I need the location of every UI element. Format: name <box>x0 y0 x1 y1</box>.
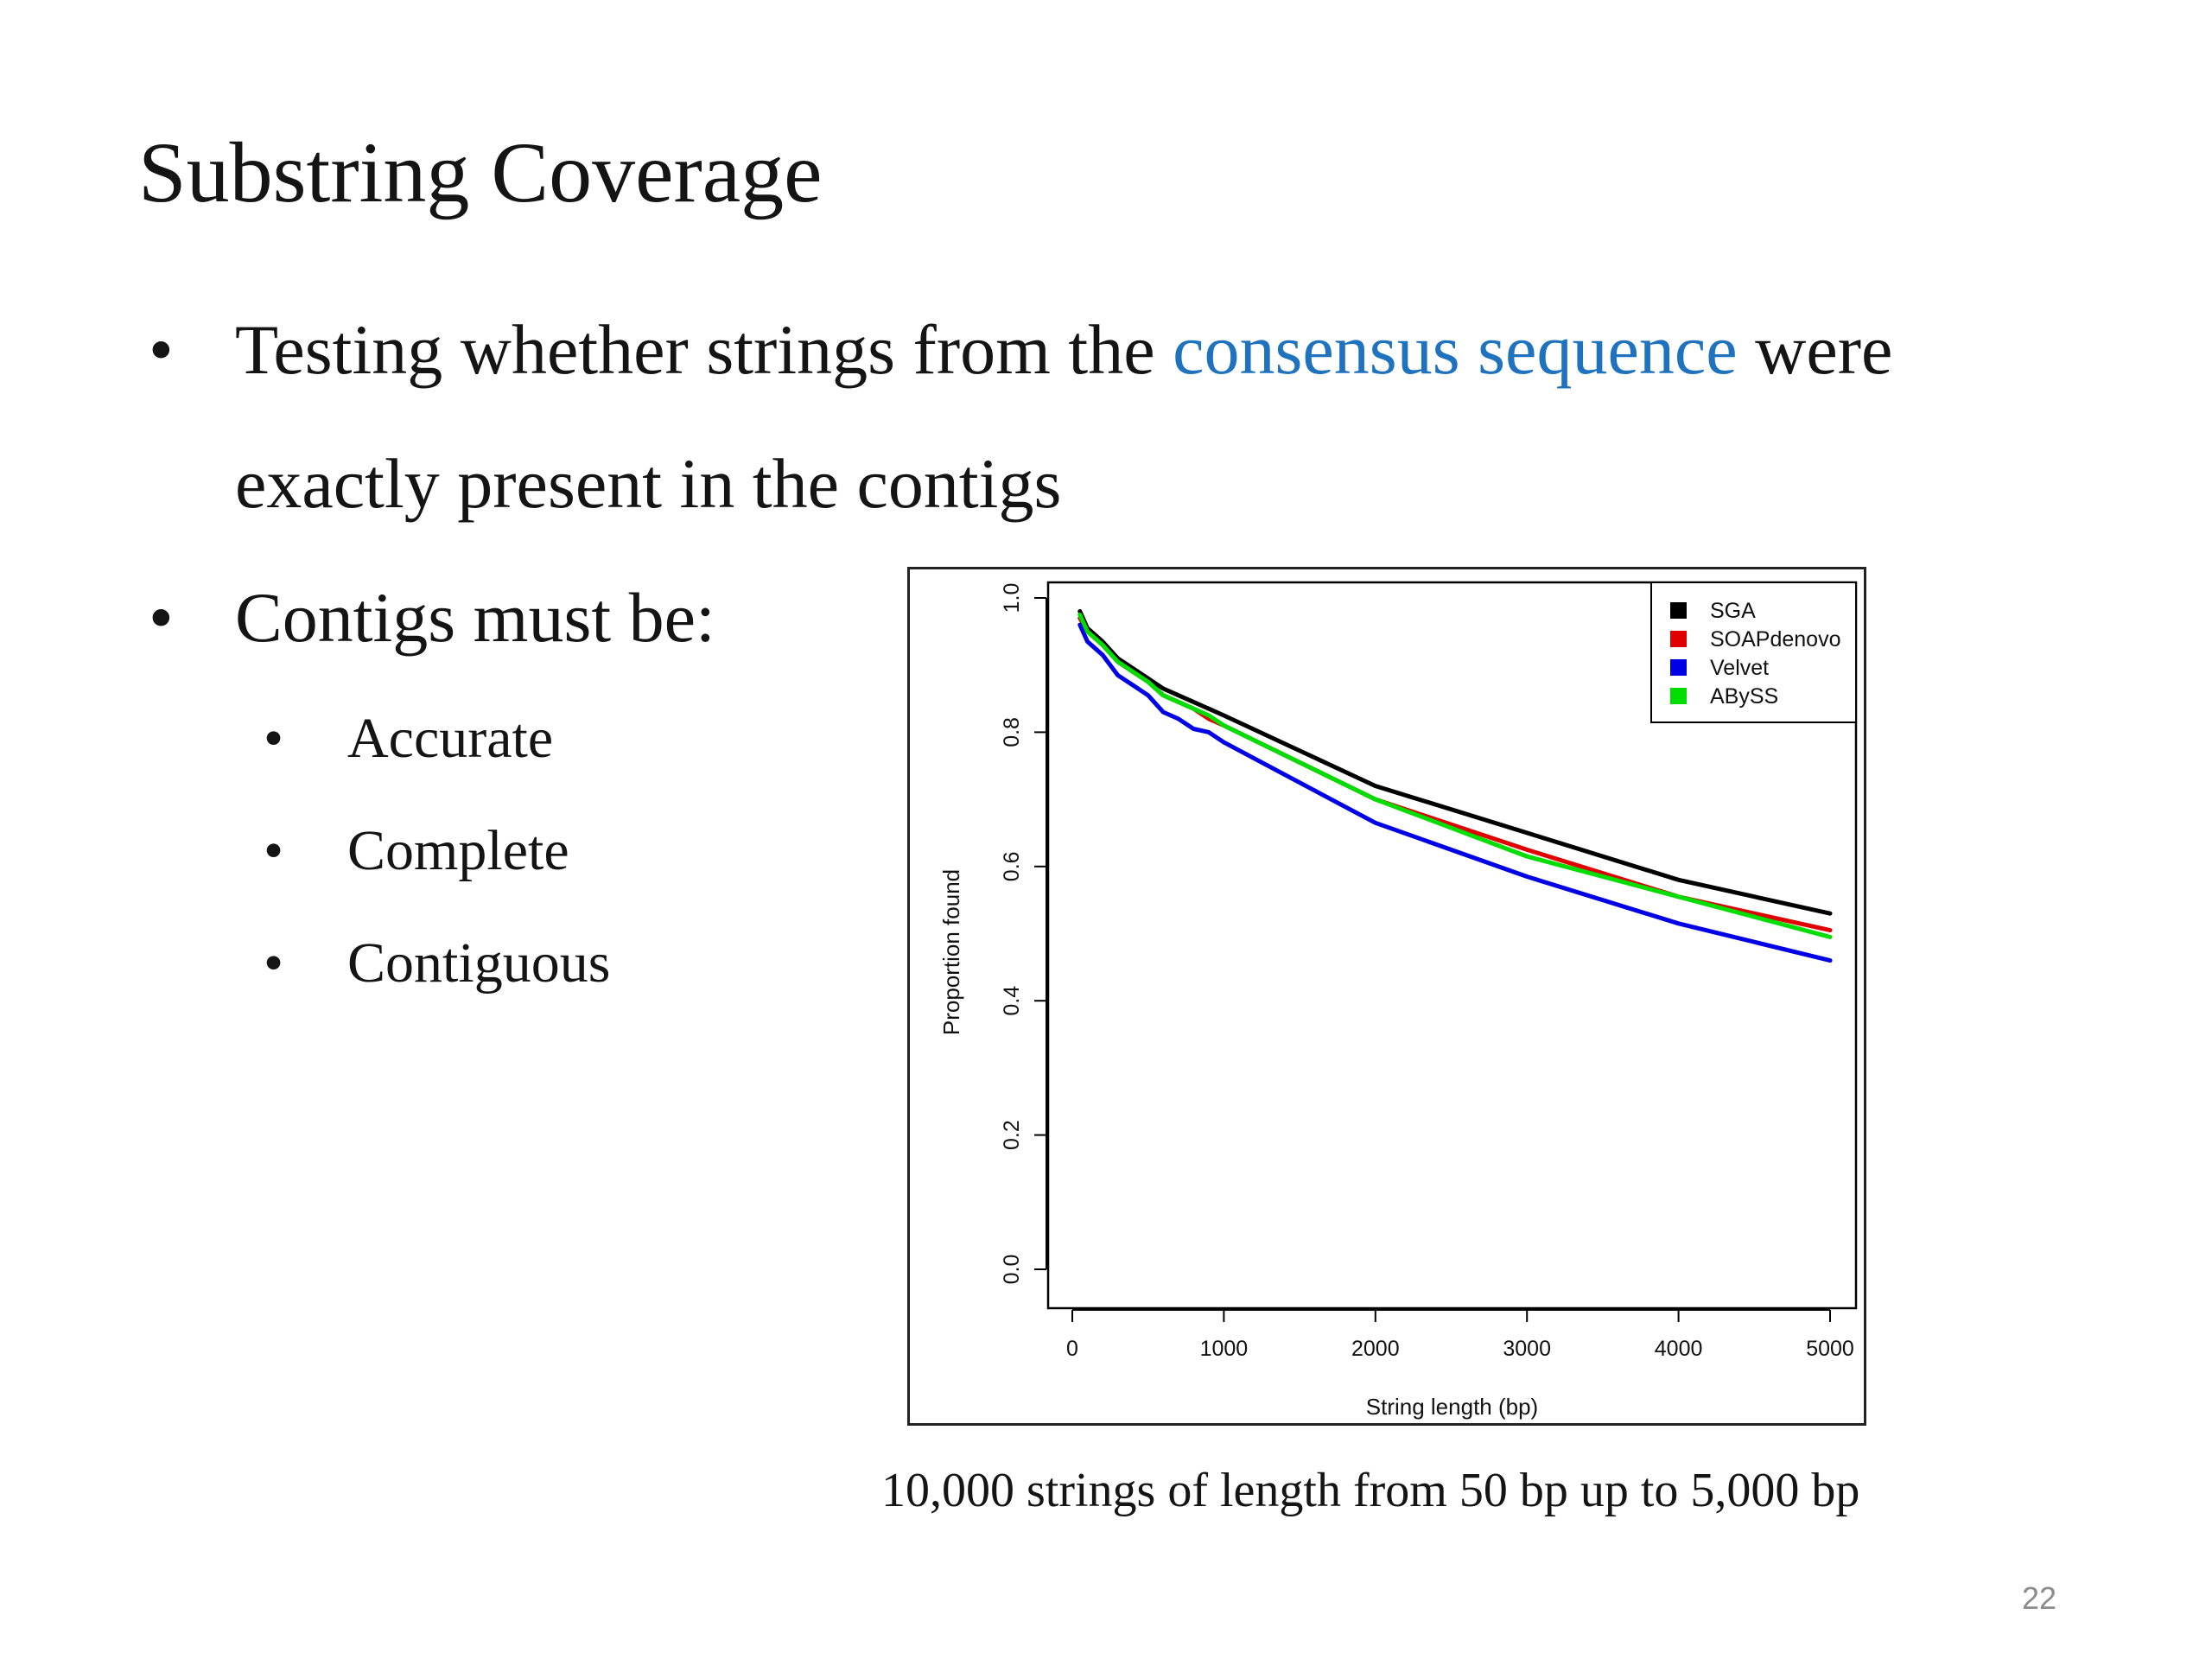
series-line-abyss <box>1077 612 1833 939</box>
sub-bullet-complete: Complete <box>347 819 569 882</box>
x-tick-label: 3000 <box>1503 1337 1551 1361</box>
legend-label: Velvet <box>1710 656 1769 680</box>
chart-frame: 0 1000 2000 3000 4000 5000 0.0 0.2 0.4 0.6 0.8 1.0 S… <box>907 567 1866 1426</box>
sub-bullet-contiguous: Contiguous <box>347 931 611 995</box>
bullet-glyph: • <box>149 310 174 389</box>
slide-title: Substring Coverage <box>138 124 823 220</box>
y-tick-label: 0.6 <box>1000 851 1024 881</box>
x-tick-label: 1000 <box>1200 1337 1249 1361</box>
y-tick-label: 0.0 <box>1000 1255 1024 1285</box>
consensus-sequence-link[interactable]: consensus sequence <box>1173 310 1738 389</box>
legend-swatch <box>1670 602 1687 619</box>
bullet-testing-continued: exactly present in the contigs <box>235 444 1062 523</box>
sub-bullet-accurate: Accurate <box>347 707 554 770</box>
series-line-velvet <box>1077 622 1833 963</box>
y-tick-label: 0.4 <box>1000 986 1024 1016</box>
bullet-contigs-must-be: Contigs must be: <box>235 578 715 657</box>
sub-bullet-glyph: • <box>264 707 284 770</box>
bullet-testing: Testing whether strings from the consens… <box>235 307 1892 393</box>
y-axis-label: Proportion found <box>938 869 964 1035</box>
x-tick-label: 2000 <box>1351 1337 1400 1361</box>
sub-bullet-glyph: • <box>264 819 284 882</box>
line-chart: 0 1000 2000 3000 4000 5000 0.0 0.2 0.4 0.6 0.8 1.0 S… <box>938 581 1858 1420</box>
bullet-text: Testing whether strings from the <box>235 310 1173 389</box>
chart-caption: 10,000 strings of length from 50 bp up t… <box>881 1464 1860 1517</box>
legend-label: SGA <box>1710 599 1756 623</box>
bullet-text: were <box>1737 310 1893 389</box>
bullet-glyph: • <box>149 578 174 657</box>
legend-label: SOAPdenovo <box>1710 627 1841 652</box>
x-tick-label: 5000 <box>1806 1337 1854 1361</box>
plot-area-border <box>1046 581 1858 1310</box>
y-tick-label: 0.8 <box>1000 717 1024 747</box>
page-number: 22 <box>2021 1580 2056 1616</box>
legend-label: ABySS <box>1710 684 1778 709</box>
legend-swatch <box>1670 688 1687 704</box>
legend-swatch <box>1670 631 1687 647</box>
y-tick-label: 0.2 <box>1000 1120 1024 1150</box>
series-line-sga <box>1077 609 1833 916</box>
legend-swatch <box>1670 659 1687 676</box>
x-tick-label: 4000 <box>1655 1337 1703 1361</box>
x-tick-label: 0 <box>1066 1337 1078 1361</box>
y-tick-label: 1.0 <box>1000 583 1024 613</box>
x-axis-label: String length (bp) <box>1366 1394 1538 1420</box>
sub-bullet-glyph: • <box>264 931 284 995</box>
